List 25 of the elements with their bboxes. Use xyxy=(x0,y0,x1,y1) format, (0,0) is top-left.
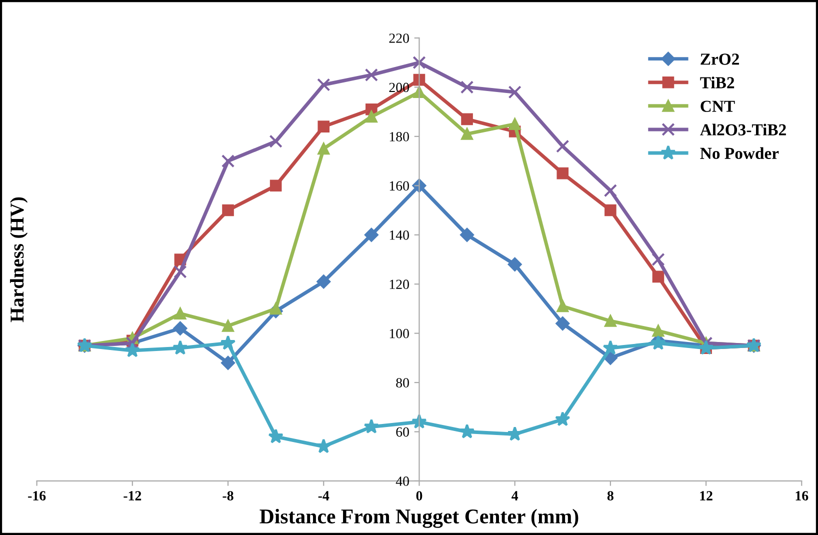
y-tick-label: 140 xyxy=(390,230,409,240)
x-tick-label: 16 xyxy=(796,491,808,500)
legend-label: Al2O3-TiB2 xyxy=(700,124,786,136)
legend-label: ZrO2 xyxy=(700,54,739,65)
y-tick-label: 60 xyxy=(396,427,409,437)
y-tick-label: 80 xyxy=(396,378,409,388)
y-tick-label: 100 xyxy=(390,328,409,338)
legend-label: No Powder xyxy=(700,147,779,160)
x-tick-label: 12 xyxy=(700,491,712,500)
x-tick-label: -4 xyxy=(318,491,330,500)
y-tick-label: 40 xyxy=(396,476,409,486)
x-tick-label: -8 xyxy=(222,491,234,500)
y-tick-label: 180 xyxy=(390,132,409,142)
x-tick-label: 0 xyxy=(416,491,422,500)
x-tick-label: -12 xyxy=(124,491,142,500)
legend-label: TiB2 xyxy=(700,76,734,88)
y-tick-label: 160 xyxy=(390,181,409,191)
y-tick-label: 120 xyxy=(390,280,409,290)
y-tick-label: 220 xyxy=(389,34,409,43)
x-tick-label: 4 xyxy=(512,491,518,500)
x-tick-label: -16 xyxy=(28,491,46,500)
legend-label: CNT xyxy=(700,100,735,112)
x-axis-title: Distance From Nugget Center (mm) xyxy=(260,508,578,528)
y-axis-title: Hardness (HV) xyxy=(10,197,28,322)
x-tick-label: 8 xyxy=(607,491,614,500)
